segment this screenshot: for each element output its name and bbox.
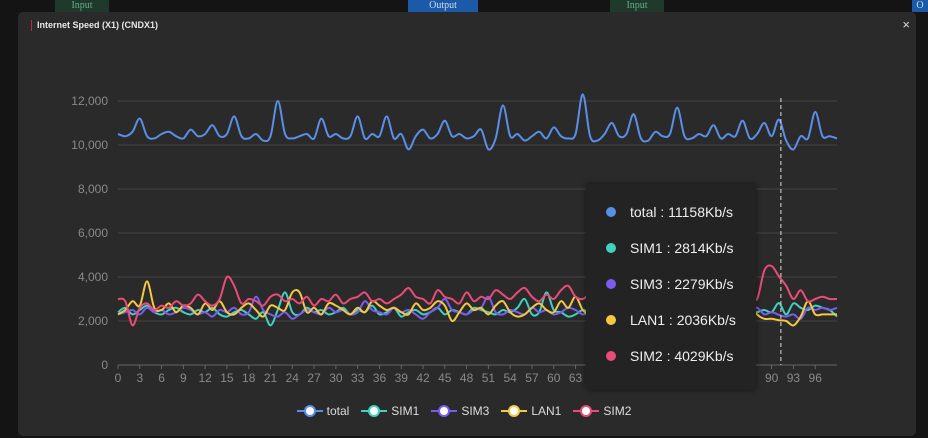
x-tick-label: 36 xyxy=(373,371,387,385)
tooltip-row: SIM2 : 4029Kb/s xyxy=(606,348,734,364)
tooltip-text: total : 11158Kb/s xyxy=(630,204,733,220)
x-tick-label: 39 xyxy=(395,371,409,385)
legend-item-sim3[interactable]: SIM3 xyxy=(431,404,489,418)
bg-input-button: Input xyxy=(610,0,664,12)
tooltip-text: SIM3 : 2279Kb/s xyxy=(630,276,734,292)
x-tick-label: 48 xyxy=(460,371,474,385)
y-tick-label: 8,000 xyxy=(78,182,108,196)
x-tick-label: 9 xyxy=(180,371,187,385)
x-tick-label: 18 xyxy=(242,371,256,385)
x-tick-label: 24 xyxy=(286,371,300,385)
x-tick-label: 63 xyxy=(569,371,583,385)
x-tick-label: 93 xyxy=(787,371,801,385)
legend-item-total[interactable]: total xyxy=(296,404,350,418)
legend-label: total xyxy=(326,404,350,418)
x-tick-label: 6 xyxy=(158,371,165,385)
chart-tooltip: total : 11158Kb/s SIM1 : 2814Kb/s SIM3 :… xyxy=(586,184,756,390)
series-dot-icon xyxy=(606,279,616,289)
x-tick-label: 57 xyxy=(525,371,539,385)
close-icon[interactable]: × xyxy=(902,17,910,32)
tooltip-row: LAN1 : 2036Kb/s xyxy=(606,312,736,328)
x-tick-label: 30 xyxy=(329,371,343,385)
series-line-total xyxy=(117,93,838,151)
legend-item-lan1[interactable]: LAN1 xyxy=(501,404,561,418)
series-dot-icon xyxy=(606,207,616,217)
legend-label: SIM1 xyxy=(391,404,420,418)
series-dot-icon xyxy=(606,243,616,253)
x-tick-label: 54 xyxy=(504,371,518,385)
x-tick-label: 90 xyxy=(765,371,779,385)
bg-output-button: Output xyxy=(408,0,478,12)
tooltip-row: SIM1 : 2814Kb/s xyxy=(606,240,734,256)
tooltip-text: LAN1 : 2036Kb/s xyxy=(630,312,736,328)
bg-output-button: O xyxy=(912,0,928,12)
legend-item-sim2[interactable]: SIM2 xyxy=(573,404,631,418)
legend-line-icon xyxy=(431,405,458,417)
x-tick-label: 3 xyxy=(136,371,143,385)
legend-line-icon xyxy=(501,405,528,417)
y-tick-label: 6,000 xyxy=(78,226,108,240)
series-dot-icon xyxy=(606,315,616,325)
x-tick-label: 42 xyxy=(416,371,430,385)
x-tick-label: 51 xyxy=(482,371,496,385)
x-tick-label: 33 xyxy=(351,371,365,385)
tooltip-row: SIM3 : 2279Kb/s xyxy=(606,276,734,292)
legend-item-sim1[interactable]: SIM1 xyxy=(361,404,419,418)
x-tick-label: 45 xyxy=(438,371,452,385)
chart-legend: total SIM1 SIM3 LAN1 SIM2 xyxy=(0,404,928,418)
legend-line-icon xyxy=(361,405,388,417)
tooltip-text: SIM1 : 2814Kb/s xyxy=(630,240,734,256)
legend-line-icon xyxy=(296,405,323,417)
y-tick-label: 10,000 xyxy=(71,138,108,152)
x-tick-label: 15 xyxy=(220,371,234,385)
x-tick-label: 60 xyxy=(547,371,561,385)
legend-line-icon xyxy=(573,405,600,417)
bg-input-button: Input xyxy=(55,0,109,12)
tooltip-text: SIM2 : 4029Kb/s xyxy=(630,348,734,364)
series-dot-icon xyxy=(606,351,616,361)
modal-title: Internet Speed (X1) (CNDX1) xyxy=(31,20,158,31)
x-tick-label: 96 xyxy=(809,371,823,385)
y-tick-label: 2,000 xyxy=(78,314,108,328)
x-tick-label: 27 xyxy=(307,371,321,385)
legend-label: SIM2 xyxy=(603,404,632,418)
legend-label: LAN1 xyxy=(531,404,562,418)
y-tick-label: 12,000 xyxy=(71,94,108,108)
x-tick-label: 0 xyxy=(115,371,122,385)
x-tick-label: 21 xyxy=(264,371,278,385)
y-tick-label: 4,000 xyxy=(78,270,108,284)
y-tick-label: 0 xyxy=(101,358,108,372)
tooltip-row: total : 11158Kb/s xyxy=(606,204,733,220)
legend-label: SIM3 xyxy=(461,404,490,418)
x-tick-label: 12 xyxy=(198,371,212,385)
